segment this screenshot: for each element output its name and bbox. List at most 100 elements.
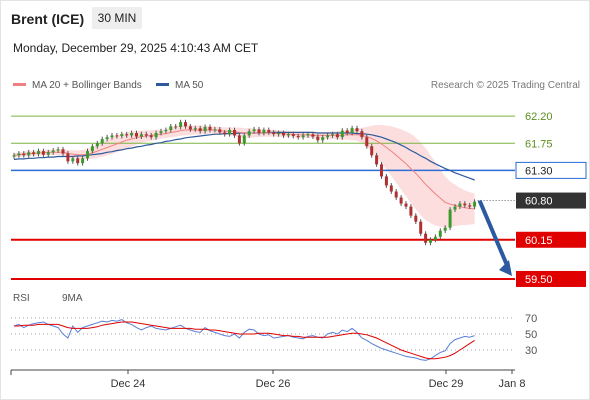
candle-body	[389, 185, 393, 192]
rsi-panel: 70 50 30	[11, 313, 537, 361]
x-tick-label: Jan 8	[499, 378, 526, 390]
candle-body	[12, 155, 16, 157]
candle-body	[37, 151, 40, 155]
level-label-62.20: 62.20	[525, 111, 553, 123]
candle-body	[306, 134, 310, 136]
instrument-title: Brent (ICE)	[11, 11, 85, 27]
legend-ma20: MA 20 + Bollinger Bands	[13, 80, 142, 91]
level-tag-60.15	[516, 231, 586, 248]
candle-body	[301, 135, 305, 138]
candle-body	[463, 203, 467, 206]
candle-body	[291, 134, 295, 137]
candle-body	[233, 129, 236, 136]
candle-body	[453, 206, 457, 210]
bollinger-band	[14, 124, 475, 228]
level-label-61.30: 61.30	[525, 165, 553, 177]
candle-body	[272, 132, 276, 135]
candle-body	[443, 227, 447, 231]
legend-ma20-label: MA 20 + Bollinger Bands	[32, 80, 142, 91]
candle-body	[331, 134, 334, 136]
candle-body	[399, 197, 403, 204]
candle-body	[218, 129, 222, 133]
candle-body	[237, 135, 241, 144]
candle-body	[247, 131, 251, 136]
candle-body	[429, 239, 432, 243]
candle-body	[286, 134, 290, 136]
candle-body	[203, 126, 207, 132]
candle-body	[277, 133, 281, 135]
candle-body	[419, 221, 423, 234]
candle-body	[164, 129, 168, 132]
candle-body	[375, 155, 379, 165]
candle-body	[370, 146, 374, 156]
candle-body	[296, 136, 300, 138]
candle-body	[139, 134, 143, 137]
candle-body	[41, 151, 45, 155]
x-tick-label: Dec 26	[256, 378, 291, 390]
candle-body	[208, 126, 212, 130]
candle-body	[115, 135, 119, 137]
legend-ma50-label: MA 50	[175, 80, 204, 91]
candle-body	[22, 153, 26, 156]
candle-body	[473, 201, 477, 207]
candle-body	[433, 236, 437, 240]
legend-rsi-label: RSI	[13, 293, 30, 304]
candle-body	[95, 143, 99, 147]
candle-body	[326, 135, 330, 138]
candle-body	[198, 128, 202, 132]
candle-body	[438, 230, 442, 237]
candle-body	[81, 158, 85, 164]
timeframe-button[interactable]: 30 MIN	[92, 7, 142, 29]
legend-9ma: 9MA	[62, 293, 83, 304]
candle-body	[223, 132, 227, 135]
candle-body	[458, 203, 462, 207]
legend-ma50: MA 50	[156, 80, 203, 91]
candle-body	[125, 134, 129, 136]
candle-body	[159, 131, 163, 133]
level-label-61.75: 61.75	[525, 138, 553, 150]
header-bar: Brent (ICE) 30 MIN	[0, 0, 588, 36]
candle-body	[105, 137, 109, 140]
candle-body	[90, 146, 94, 152]
candle-body	[130, 133, 134, 136]
candle-body	[17, 153, 21, 156]
candle-body	[360, 131, 364, 138]
rsi-tick-30: 30	[525, 345, 537, 357]
copyright-label: Research © 2025 Trading Central	[430, 80, 580, 91]
candle-body	[424, 233, 428, 243]
candle-body	[316, 136, 320, 141]
level-tag-61.30	[515, 161, 587, 179]
candle-body	[110, 135, 114, 138]
rsi-tick-70: 70	[525, 313, 537, 325]
candle-body	[384, 176, 388, 186]
candle-body	[149, 135, 153, 138]
ma20-swatch	[13, 82, 26, 86]
price-panel: 62.20 61.75 61.30 60.80 60.15 59.50	[11, 111, 587, 287]
candle-body	[409, 206, 413, 216]
candle-body	[46, 152, 50, 155]
candle-body	[193, 128, 197, 130]
candle-body	[380, 164, 383, 177]
candle-body	[213, 129, 217, 131]
candle-body	[86, 151, 89, 159]
candle-body	[100, 139, 104, 144]
candle-body	[394, 191, 398, 198]
level-label-60.15: 60.15	[525, 235, 553, 247]
forecast-arrow-head	[499, 259, 512, 276]
candle-body	[335, 134, 339, 138]
candle-body	[311, 134, 315, 137]
candle-body	[345, 130, 349, 133]
candle-body	[252, 129, 256, 132]
rsi-ma9-line	[14, 321, 475, 360]
candle-body	[365, 137, 369, 147]
candle-body	[257, 129, 261, 133]
level-tag-59.50	[516, 270, 586, 287]
candle-body	[404, 203, 408, 207]
x-tick-label: Dec 24	[111, 378, 146, 390]
candle-body	[56, 149, 60, 151]
candle-body	[144, 134, 148, 136]
candle-body	[448, 209, 452, 228]
candle-body	[242, 135, 246, 144]
candle-body	[267, 129, 271, 133]
